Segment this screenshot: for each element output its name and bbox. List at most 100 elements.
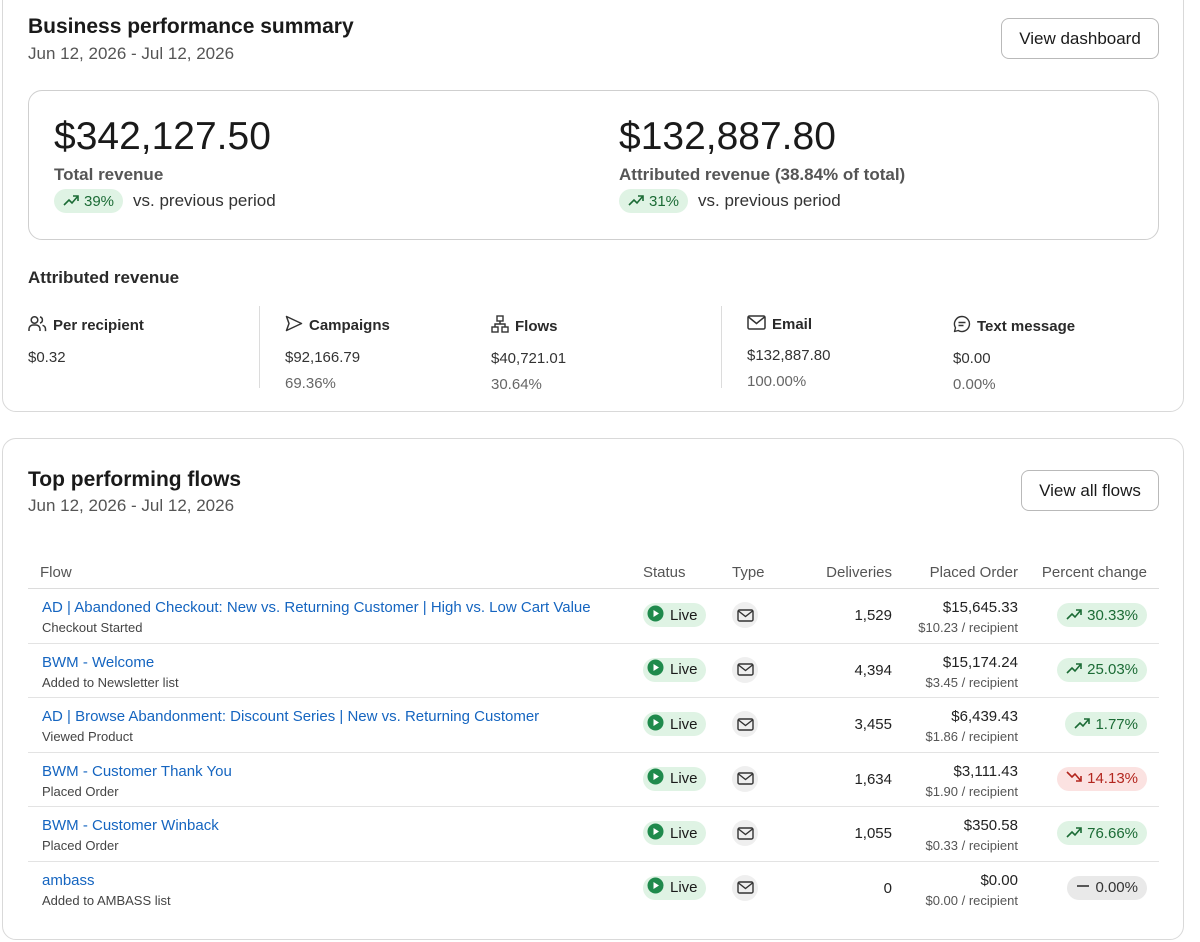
flow-name-link[interactable]: BWM - Customer Thank You: [42, 762, 232, 780]
deliveries-value: 4,394: [854, 661, 892, 679]
placed-order-amount: $15,174.24: [942, 653, 1018, 671]
table-row: BWM - Customer Winback Placed Order Live…: [28, 807, 1159, 862]
summary-date-range: Jun 12, 2026 - Jul 12, 2026: [28, 44, 235, 63]
table-row: BWM - Customer Thank You Placed Order Li…: [28, 753, 1159, 808]
column-deliveries[interactable]: Deliveries: [826, 564, 892, 581]
percent-change-badge: 14.13%: [1057, 766, 1147, 791]
send-icon: [285, 315, 303, 336]
play-icon: [647, 714, 664, 735]
placed-order-per-recipient: $0.33 / recipient: [925, 838, 1018, 854]
status-badge: Live: [643, 821, 706, 846]
attributed-revenue-section-title: Attributed revenue: [28, 268, 180, 287]
play-icon: [647, 605, 664, 626]
percent-change-badge: 76.66%: [1057, 821, 1147, 846]
column-flow[interactable]: Flow: [40, 564, 72, 581]
status-text: Live: [670, 824, 698, 842]
flow-trigger: Checkout Started: [42, 620, 143, 635]
flows-table: Flow Status Type Deliveries Placed Order…: [28, 559, 1159, 917]
metric-per-recipient: Per recipient $0.32: [28, 315, 144, 366]
placed-order-amount: $3,111.43: [953, 762, 1018, 780]
percent-change-badge: 25.03%: [1057, 657, 1147, 682]
status-text: Live: [670, 770, 698, 788]
attributed-revenue-change: 31% vs. previous period: [619, 189, 841, 213]
flow-icon: [491, 315, 509, 337]
deliveries-value: 1,634: [854, 770, 892, 788]
play-icon: [647, 877, 664, 898]
mail-icon: [732, 820, 758, 847]
status-text: Live: [670, 606, 698, 624]
metric-percent: 0.00%: [953, 376, 996, 393]
placed-order-per-recipient: $1.90 / recipient: [925, 783, 1018, 799]
column-status[interactable]: Status: [643, 564, 686, 581]
metric-label: Flows: [515, 317, 558, 335]
flows-date-range: Jun 12, 2026 - Jul 12, 2026: [28, 496, 235, 515]
placed-order-per-recipient: $3.45 / recipient: [925, 674, 1018, 690]
metric-value: $132,887.80: [747, 347, 831, 364]
flow-trigger: Placed Order: [42, 838, 119, 854]
flow-name-link[interactable]: ambass: [42, 871, 95, 889]
flow-trigger: Added to AMBASS list: [42, 892, 171, 908]
column-placed-order[interactable]: Placed Order: [929, 564, 1018, 581]
column-percent-change[interactable]: Percent change: [1041, 564, 1147, 581]
view-all-flows-button[interactable]: View all flows: [1021, 470, 1159, 511]
change-badge: 31%: [619, 189, 689, 213]
vs-previous-text: vs. previous period: [698, 191, 841, 210]
attributed-revenue-amount: $132,887.80: [619, 115, 836, 158]
metric-label: Text message: [977, 317, 1076, 335]
percent-change-badge: 30.33%: [1057, 603, 1147, 627]
vs-previous-text: vs. previous period: [133, 191, 276, 210]
metric-percent: 30.64%: [491, 376, 542, 393]
status-badge: Live: [643, 766, 706, 791]
trend-up-icon: [1066, 607, 1082, 624]
percent-change-badge: 0.00%: [1067, 875, 1147, 900]
table-row: BWM - Welcome Added to Newsletter list L…: [28, 644, 1159, 699]
play-icon: [647, 659, 664, 680]
top-flows-card: Top performing flows Jun 12, 2026 - Jul …: [2, 438, 1184, 940]
flow-name-link[interactable]: BWM - Welcome: [42, 653, 155, 671]
mail-icon: [732, 602, 758, 628]
percent-change-cell: 14.13%: [1057, 766, 1147, 791]
business-performance-card: Business performance summary Jun 12, 202…: [2, 0, 1184, 412]
dash-icon: [1076, 879, 1090, 896]
percent-change-cell: 25.03%: [1057, 657, 1147, 682]
metric-value: $92,166.79: [285, 349, 361, 366]
mail-icon: [747, 315, 766, 334]
trend-up-icon: [1074, 716, 1091, 733]
column-type[interactable]: Type: [732, 564, 765, 581]
placed-order-per-recipient: $0.00 / recipient: [925, 892, 1018, 908]
total-revenue-label: Total revenue: [54, 165, 164, 184]
metric-label: Campaigns: [309, 317, 390, 334]
trend-up-icon: [628, 193, 644, 210]
status-text: Live: [670, 715, 698, 733]
trend-up-icon: [63, 193, 79, 210]
total-revenue-change: 39% vs. previous period: [54, 189, 276, 213]
flow-name-link[interactable]: AD | Browse Abandonment: Discount Series…: [42, 708, 540, 726]
flow-trigger: Placed Order: [42, 783, 119, 799]
mail-icon: [732, 656, 758, 683]
percent-change-value: 14.13%: [1087, 770, 1138, 788]
percent-change-badge: 1.77%: [1065, 712, 1147, 737]
play-icon: [647, 768, 664, 789]
flow-trigger: Added to Newsletter list: [42, 674, 179, 690]
table-header: Flow Status Type Deliveries Placed Order…: [28, 559, 1159, 589]
trend-up-icon: [1066, 825, 1082, 842]
placed-order-amount: $6,439.43: [951, 708, 1018, 726]
mail-icon: [732, 711, 758, 738]
percent-change-cell: 0.00%: [1067, 875, 1147, 900]
percent-change-value: 76.66%: [1087, 824, 1138, 842]
table-body: AD | Abandoned Checkout: New vs. Returni…: [28, 589, 1159, 917]
placed-order-amount: $15,645.33: [942, 599, 1018, 616]
placed-order-per-recipient: $1.86 / recipient: [925, 729, 1018, 745]
mail-icon: [732, 874, 758, 901]
change-value: 31%: [649, 192, 680, 210]
view-dashboard-button[interactable]: View dashboard: [1001, 18, 1159, 59]
flow-name-link[interactable]: BWM - Customer Winback: [42, 817, 219, 835]
deliveries-value: 1,055: [854, 825, 892, 843]
deliveries-value: 0: [883, 879, 892, 897]
percent-change-value: 25.03%: [1087, 661, 1138, 679]
metric-flows: Flows $40,721.01 30.64%: [491, 315, 566, 393]
attributed-revenue-label: Attributed revenue (38.84% of total): [619, 165, 906, 184]
percent-change-cell: 76.66%: [1057, 821, 1147, 846]
status-badge: Live: [643, 657, 706, 682]
flow-name-link[interactable]: AD | Abandoned Checkout: New vs. Returni…: [42, 599, 591, 616]
